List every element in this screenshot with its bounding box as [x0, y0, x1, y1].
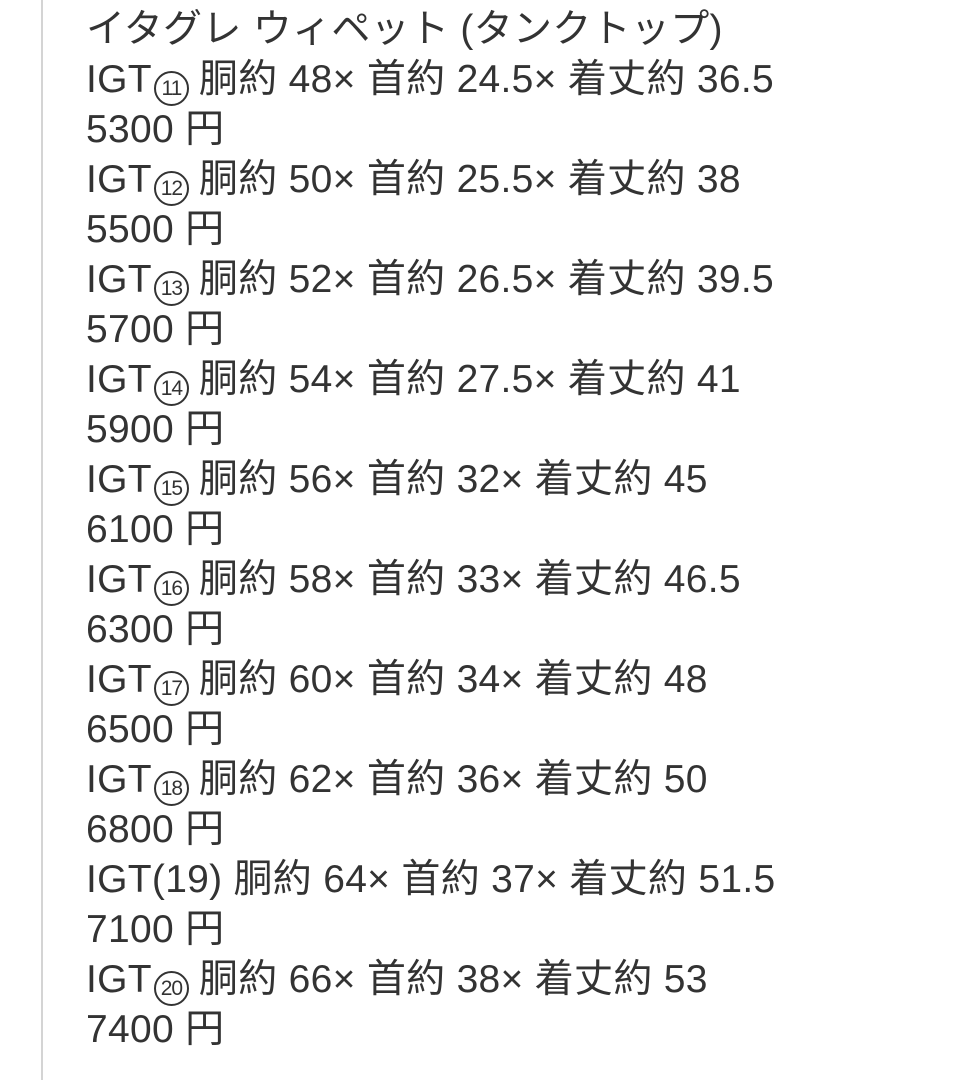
size-price: 6500 円 [86, 708, 225, 751]
size-spec: 胴約 60× 首約 34× 着丈約 48 [198, 658, 708, 701]
size-row-spec: IGT 13 胴約 52× 首約 26.5× 着丈約 39.5 [86, 255, 980, 306]
product-title: イタグレ ウィペット (タンクトップ) [86, 8, 723, 51]
size-number-circled: 17 [153, 671, 189, 706]
size-price: 7400 円 [86, 1008, 225, 1051]
size-number-circled: 13 [153, 271, 189, 306]
size-spec: 胴約 58× 首約 33× 着丈約 46.5 [198, 558, 741, 601]
size-row-spec: IGT 11 胴約 48× 首約 24.5× 着丈約 36.5 [86, 55, 980, 106]
size-row-spec: IGT 16 胴約 58× 首約 33× 着丈約 46.5 [86, 555, 980, 606]
size-number-circled: 15 [153, 471, 189, 506]
size-code: IGT [86, 558, 152, 601]
size-number-circled: 16 [153, 571, 189, 606]
size-price: 5300 円 [86, 108, 225, 151]
size-code: IGT [86, 958, 152, 1001]
size-price: 6800 円 [86, 808, 225, 851]
size-row-spec: IGT 14 胴約 54× 首約 27.5× 着丈約 41 [86, 355, 980, 406]
size-row-spec: IGT 17 胴約 60× 首約 34× 着丈約 48 [86, 655, 980, 706]
size-spec: 胴約 50× 首約 25.5× 着丈約 38 [198, 158, 741, 201]
size-code: IGT [86, 158, 152, 201]
size-code: IGT [86, 658, 152, 701]
size-spec: 胴約 54× 首約 27.5× 着丈約 41 [198, 358, 741, 401]
size-price: 6100 円 [86, 508, 225, 551]
size-number-circled: 20 [153, 971, 189, 1006]
size-code: IGT [86, 858, 152, 901]
size-row-spec: IGT 18 胴約 62× 首約 36× 着丈約 50 [86, 755, 980, 806]
size-spec: 胴約 64× 首約 37× 着丈約 51.5 [233, 858, 776, 901]
size-spec: 胴約 56× 首約 32× 着丈約 45 [198, 458, 708, 501]
size-number-circled: 11 [153, 71, 189, 106]
size-price: 7100 円 [86, 908, 225, 951]
size-number-plain: (19) [151, 858, 223, 901]
size-spec: 胴約 62× 首約 36× 着丈約 50 [198, 758, 708, 801]
size-code: IGT [86, 458, 152, 501]
size-code: IGT [86, 758, 152, 801]
size-row-spec: IGT 20 胴約 66× 首約 38× 着丈約 53 [86, 955, 980, 1006]
size-price: 6300 円 [86, 608, 225, 651]
size-code: IGT [86, 58, 152, 101]
size-code: IGT [86, 358, 152, 401]
size-row-spec: IGT 12 胴約 50× 首約 25.5× 着丈約 38 [86, 155, 980, 206]
size-number-circled: 18 [153, 771, 189, 806]
size-price: 5700 円 [86, 308, 225, 351]
size-spec: 胴約 52× 首約 26.5× 着丈約 39.5 [198, 258, 775, 301]
size-number-circled: 14 [153, 371, 189, 406]
size-spec: 胴約 66× 首約 38× 着丈約 53 [198, 958, 708, 1001]
size-row-spec: IGT 15 胴約 56× 首約 32× 着丈約 45 [86, 455, 980, 506]
size-row-spec: IGT(19) 胴約 64× 首約 37× 着丈約 51.5 [86, 855, 980, 905]
size-code: IGT [86, 258, 152, 301]
size-number-circled: 12 [153, 171, 189, 206]
size-price: 5500 円 [86, 208, 225, 251]
description-panel: イタグレ ウィペット (タンクトップ) IGT 11 胴約 48× 首約 24.5×… [41, 0, 980, 1080]
size-price: 5900 円 [86, 408, 225, 451]
size-spec: 胴約 48× 首約 24.5× 着丈約 36.5 [198, 58, 775, 101]
